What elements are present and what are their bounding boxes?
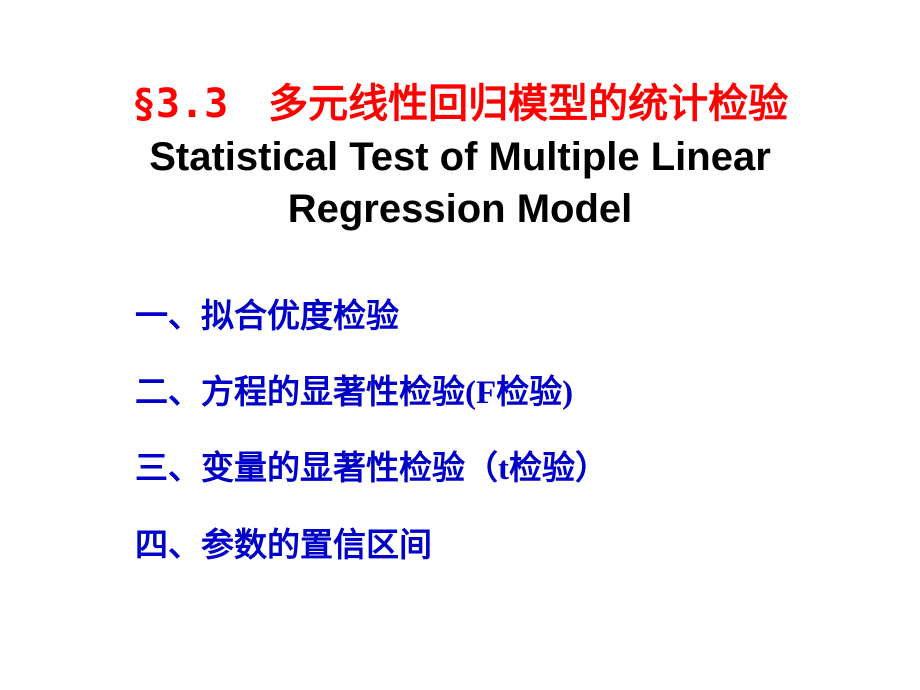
title-chinese-text: 多元线性回归模型的统计检验 [268,81,788,126]
title-chinese: §3.3 多元线性回归模型的统计检验 [40,78,880,130]
slide-content: §3.3 多元线性回归模型的统计检验 Statistical Test of M… [0,0,920,690]
list-item: 三、变量的显著性检验（t检验） [135,446,920,492]
list-item: 一、拟合优度检验 [135,294,920,340]
list-item: 二、方程的显著性检验(F检验) [135,370,920,416]
list-item: 四、参数的置信区间 [135,523,920,569]
section-number: §3.3 [132,81,228,127]
title-english-line1: Statistical Test of Multiple Linear [40,132,880,182]
title-english-line2: Regression Model [40,184,880,234]
title-block: §3.3 多元线性回归模型的统计检验 Statistical Test of M… [0,78,920,234]
outline-list: 一、拟合优度检验 二、方程的显著性检验(F检验) 三、变量的显著性检验（t检验）… [0,294,920,569]
